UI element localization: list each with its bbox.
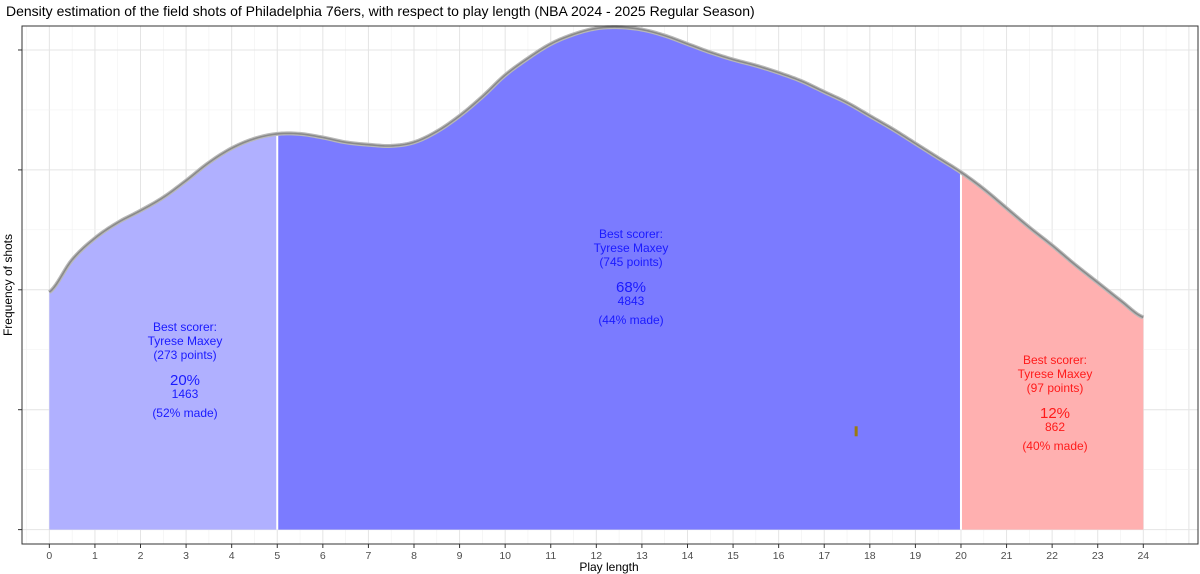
x-tick-label: 5 <box>274 550 280 562</box>
annotation-layer: Best scorer:Tyrese Maxey(273 points)20%1… <box>148 227 1093 453</box>
annotation-made: (40% made) <box>1022 439 1087 453</box>
data-marker <box>854 426 858 437</box>
x-tick-label: 15 <box>727 550 739 562</box>
x-tick-label: 21 <box>1001 550 1013 562</box>
annotation-pct: 12% <box>1040 405 1070 422</box>
chart-title: Density estimation of the field shots of… <box>6 3 755 19</box>
annotation-pct: 20% <box>170 372 200 389</box>
x-tick-label: 0 <box>46 550 52 562</box>
axis-layer: 0 1 2 3 4 5 6 7 8 9 10 11 12 13 14 15 16 17 18 19 20 21 22 23 24 <box>18 49 1149 562</box>
x-tick-label: 8 <box>411 550 417 562</box>
annotation-made: (44% made) <box>598 313 663 327</box>
segment-annotation-1: Best scorer:Tyrese Maxey(273 points) 20%1… <box>148 320 223 420</box>
x-tick-label: 10 <box>499 550 511 562</box>
annotation-player: Tyrese Maxey <box>594 241 669 255</box>
curve-layer <box>48 25 1145 437</box>
x-axis-label: Play length <box>579 560 638 574</box>
annotation-best: Best scorer: <box>1023 353 1087 367</box>
annotation-pct: 68% <box>616 279 646 296</box>
x-tick-label: 1 <box>92 550 98 562</box>
x-tick-label: 4 <box>229 550 235 562</box>
area-layer <box>49 27 1144 530</box>
x-tick-label: 13 <box>636 550 648 562</box>
density-curve <box>48 26 1144 319</box>
segment-annotation-2: Best scorer:Tyrese Maxey(745 points) 68%4… <box>594 227 669 327</box>
segment-annotation-3: Best scorer:Tyrese Maxey(97 points) 12%86… <box>1018 353 1093 453</box>
x-tick-label: 17 <box>818 550 830 562</box>
annotation-count: 4843 <box>618 294 645 308</box>
x-tick-label: 12 <box>590 550 602 562</box>
annotation-made: (52% made) <box>152 406 217 420</box>
density-segment-2 <box>277 27 961 530</box>
y-axis-label: Frequency of shots <box>1 234 15 336</box>
annotation-player: Tyrese Maxey <box>148 334 223 348</box>
x-tick-label: 20 <box>955 550 967 562</box>
x-tick-label: 14 <box>682 550 694 562</box>
x-tick-label: 16 <box>773 550 785 562</box>
plot-panel-border <box>21 25 1199 545</box>
annotation-points: (97 points) <box>1027 381 1084 395</box>
x-tick-label: 23 <box>1092 550 1104 562</box>
annotation-points: (745 points) <box>599 255 662 269</box>
annotation-best: Best scorer: <box>599 227 663 241</box>
density-segment-1 <box>49 133 278 530</box>
x-tick-label: 7 <box>365 550 371 562</box>
x-tick-label: 24 <box>1137 550 1149 562</box>
annotation-count: 1463 <box>172 387 199 401</box>
x-tick-label: 3 <box>183 550 189 562</box>
x-tick-label: 19 <box>910 550 922 562</box>
annotation-points: (273 points) <box>153 348 216 362</box>
annotation-best: Best scorer: <box>153 320 217 334</box>
x-tick-label: 22 <box>1046 550 1058 562</box>
x-tick-label: 6 <box>320 550 326 562</box>
x-tick-label: 18 <box>864 550 876 562</box>
x-tick-label: 11 <box>545 550 556 562</box>
x-tick-label: 2 <box>138 550 144 562</box>
x-tick-label: 9 <box>457 550 463 562</box>
density-segment-3 <box>960 172 1144 530</box>
annotation-count: 862 <box>1045 420 1065 434</box>
annotation-player: Tyrese Maxey <box>1018 367 1093 381</box>
